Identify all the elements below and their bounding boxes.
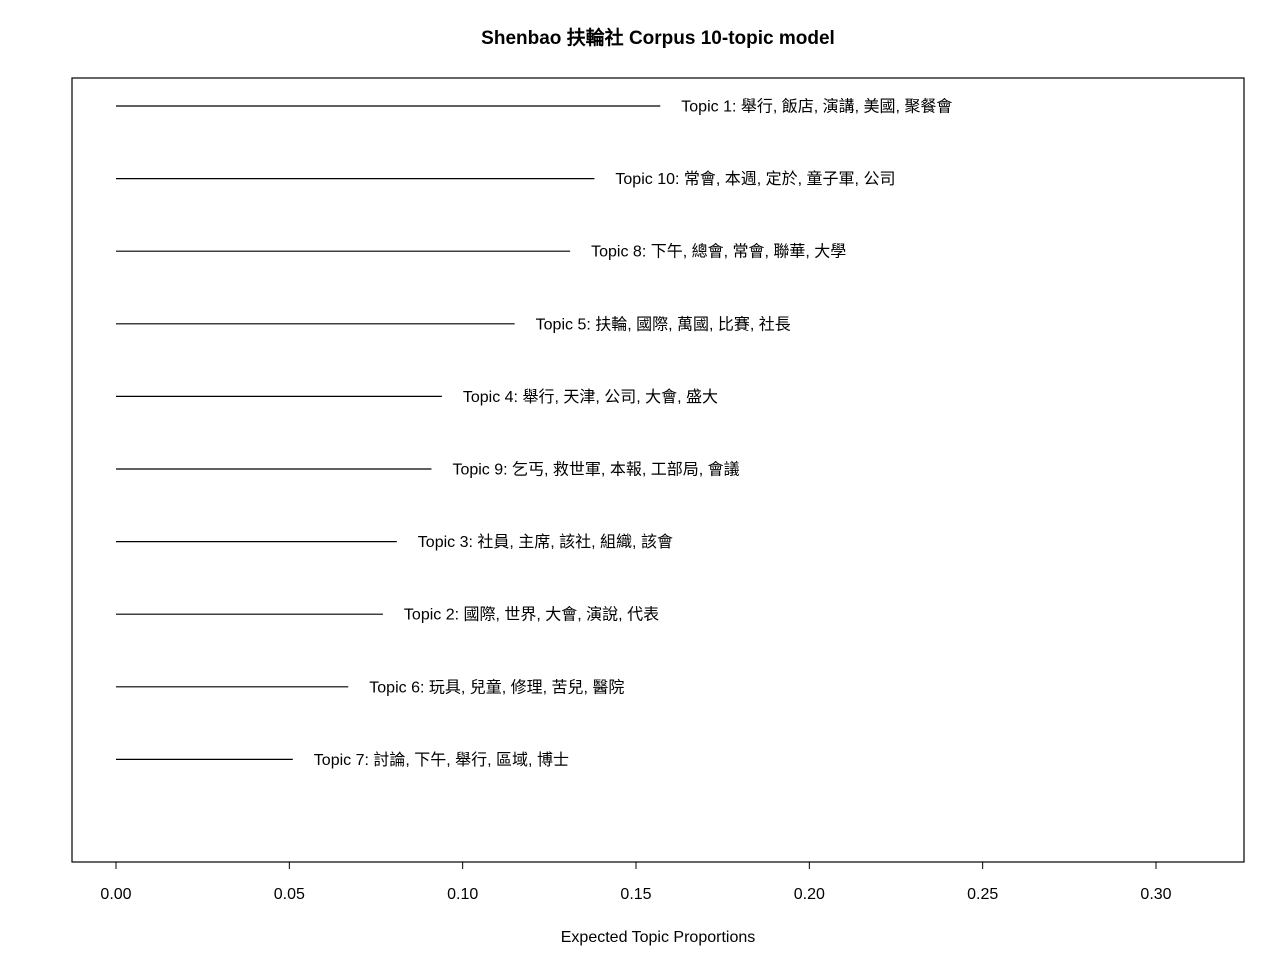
- x-axis-title: Expected Topic Proportions: [561, 929, 755, 946]
- topic-label-9: Topic 6: 玩具, 兒童, 修理, 苦兒, 醫院: [369, 677, 624, 696]
- topic-label-4: Topic 5: 扶輪, 國際, 萬國, 比賽, 社長: [536, 314, 791, 333]
- topic-label-1: Topic 1: 舉行, 飯店, 演講, 美國, 聚餐會: [681, 98, 952, 116]
- x-axis: 0.00 0.05 0.10 0.15 0.20 0.25 0.30: [100, 861, 1172, 903]
- x-tick-label-1: 0.05: [274, 886, 305, 903]
- x-tick-label-6: 0.30: [1140, 886, 1171, 903]
- topic-label-3: Topic 8: 下午, 總會, 常會, 聯華, 大學: [591, 243, 846, 261]
- topic-label-6: Topic 9: 乞丐, 救世軍, 本報, 工部局, 會議: [452, 461, 739, 479]
- topic-label-2: Topic 10: 常會, 本週, 定於, 童子軍, 公司: [615, 169, 895, 188]
- x-tick-label-2: 0.10: [447, 886, 478, 903]
- x-tick-label-5: 0.25: [967, 886, 998, 903]
- topic-labels: Topic 1: 舉行, 飯店, 演講, 美國, 聚餐會 Topic 10: 常會…: [314, 98, 953, 769]
- topic-label-5: Topic 4: 舉行, 天津, 公司, 大會, 盛大: [463, 388, 718, 406]
- x-tick-label-3: 0.15: [620, 886, 651, 903]
- chart-title: Shenbao 扶輪社 Corpus 10-topic model: [481, 26, 835, 49]
- topic-bars: [116, 105, 661, 761]
- x-tick-label-0: 0.00: [100, 886, 131, 903]
- topic-label-8: Topic 2: 國際, 世界, 大會, 演說, 代表: [404, 606, 659, 624]
- topic-label-7: Topic 3: 社員, 主席, 該社, 組織, 該會: [418, 533, 673, 551]
- x-tick-label-4: 0.20: [794, 886, 825, 903]
- topic-label-10: Topic 7: 討論, 下午, 舉行, 區域, 博士: [314, 751, 569, 769]
